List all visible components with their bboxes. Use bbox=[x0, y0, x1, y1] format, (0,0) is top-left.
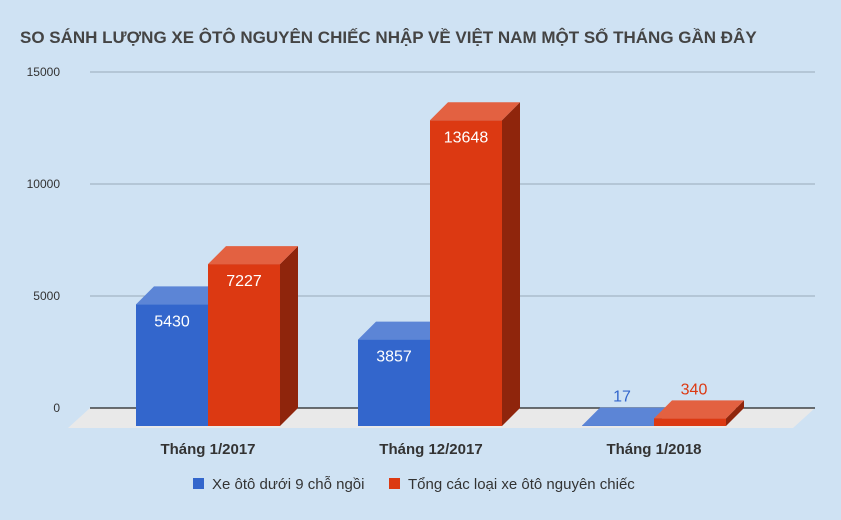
y-tick-label: 5000 bbox=[33, 289, 60, 303]
y-tick-label: 10000 bbox=[27, 177, 61, 191]
legend-label: Tổng các loại xe ôtô nguyên chiếc bbox=[408, 476, 635, 493]
data-label: 7227 bbox=[226, 273, 262, 290]
data-label: 13648 bbox=[444, 129, 489, 146]
data-label: 3857 bbox=[376, 349, 412, 366]
legend-swatch bbox=[193, 478, 204, 489]
labels-layer: 5430 7227 Tháng 1/2017 3857 13648 Tháng 12/20… bbox=[154, 129, 707, 458]
data-label: 5430 bbox=[154, 313, 190, 330]
bar-top bbox=[208, 246, 298, 265]
bar-top bbox=[358, 321, 448, 340]
legend: Xe ôtô dưới 9 chỗ ngồi Tổng các loại xe ô… bbox=[193, 476, 635, 493]
legend-swatch bbox=[389, 478, 400, 489]
chart-title: SO SÁNH LƯỢNG XE ÔTÔ NGUYÊN CHIẾC NHẬP V… bbox=[20, 27, 757, 47]
data-label: 340 bbox=[681, 381, 708, 398]
x-tick-label: Tháng 12/2017 bbox=[379, 441, 482, 458]
bar-top bbox=[430, 102, 520, 121]
bar-side bbox=[502, 102, 520, 427]
bar bbox=[136, 304, 208, 426]
legend-label: Xe ôtô dưới 9 chỗ ngồi bbox=[212, 476, 364, 493]
bar-side bbox=[280, 246, 298, 426]
bar-side bbox=[726, 400, 744, 426]
bars-layer bbox=[136, 102, 744, 427]
bar-top bbox=[136, 286, 226, 305]
bar bbox=[654, 418, 726, 426]
bar bbox=[430, 120, 502, 427]
bar-top bbox=[582, 407, 672, 426]
x-tick-label: Tháng 1/2018 bbox=[606, 441, 701, 458]
x-tick-label: Tháng 1/2017 bbox=[160, 441, 255, 458]
y-tick-label: 0 bbox=[53, 401, 60, 415]
bar bbox=[208, 264, 280, 426]
data-label: 17 bbox=[613, 389, 631, 406]
y-tick-label: 15000 bbox=[27, 65, 61, 79]
bar bbox=[358, 339, 430, 426]
bar-top bbox=[654, 400, 744, 419]
